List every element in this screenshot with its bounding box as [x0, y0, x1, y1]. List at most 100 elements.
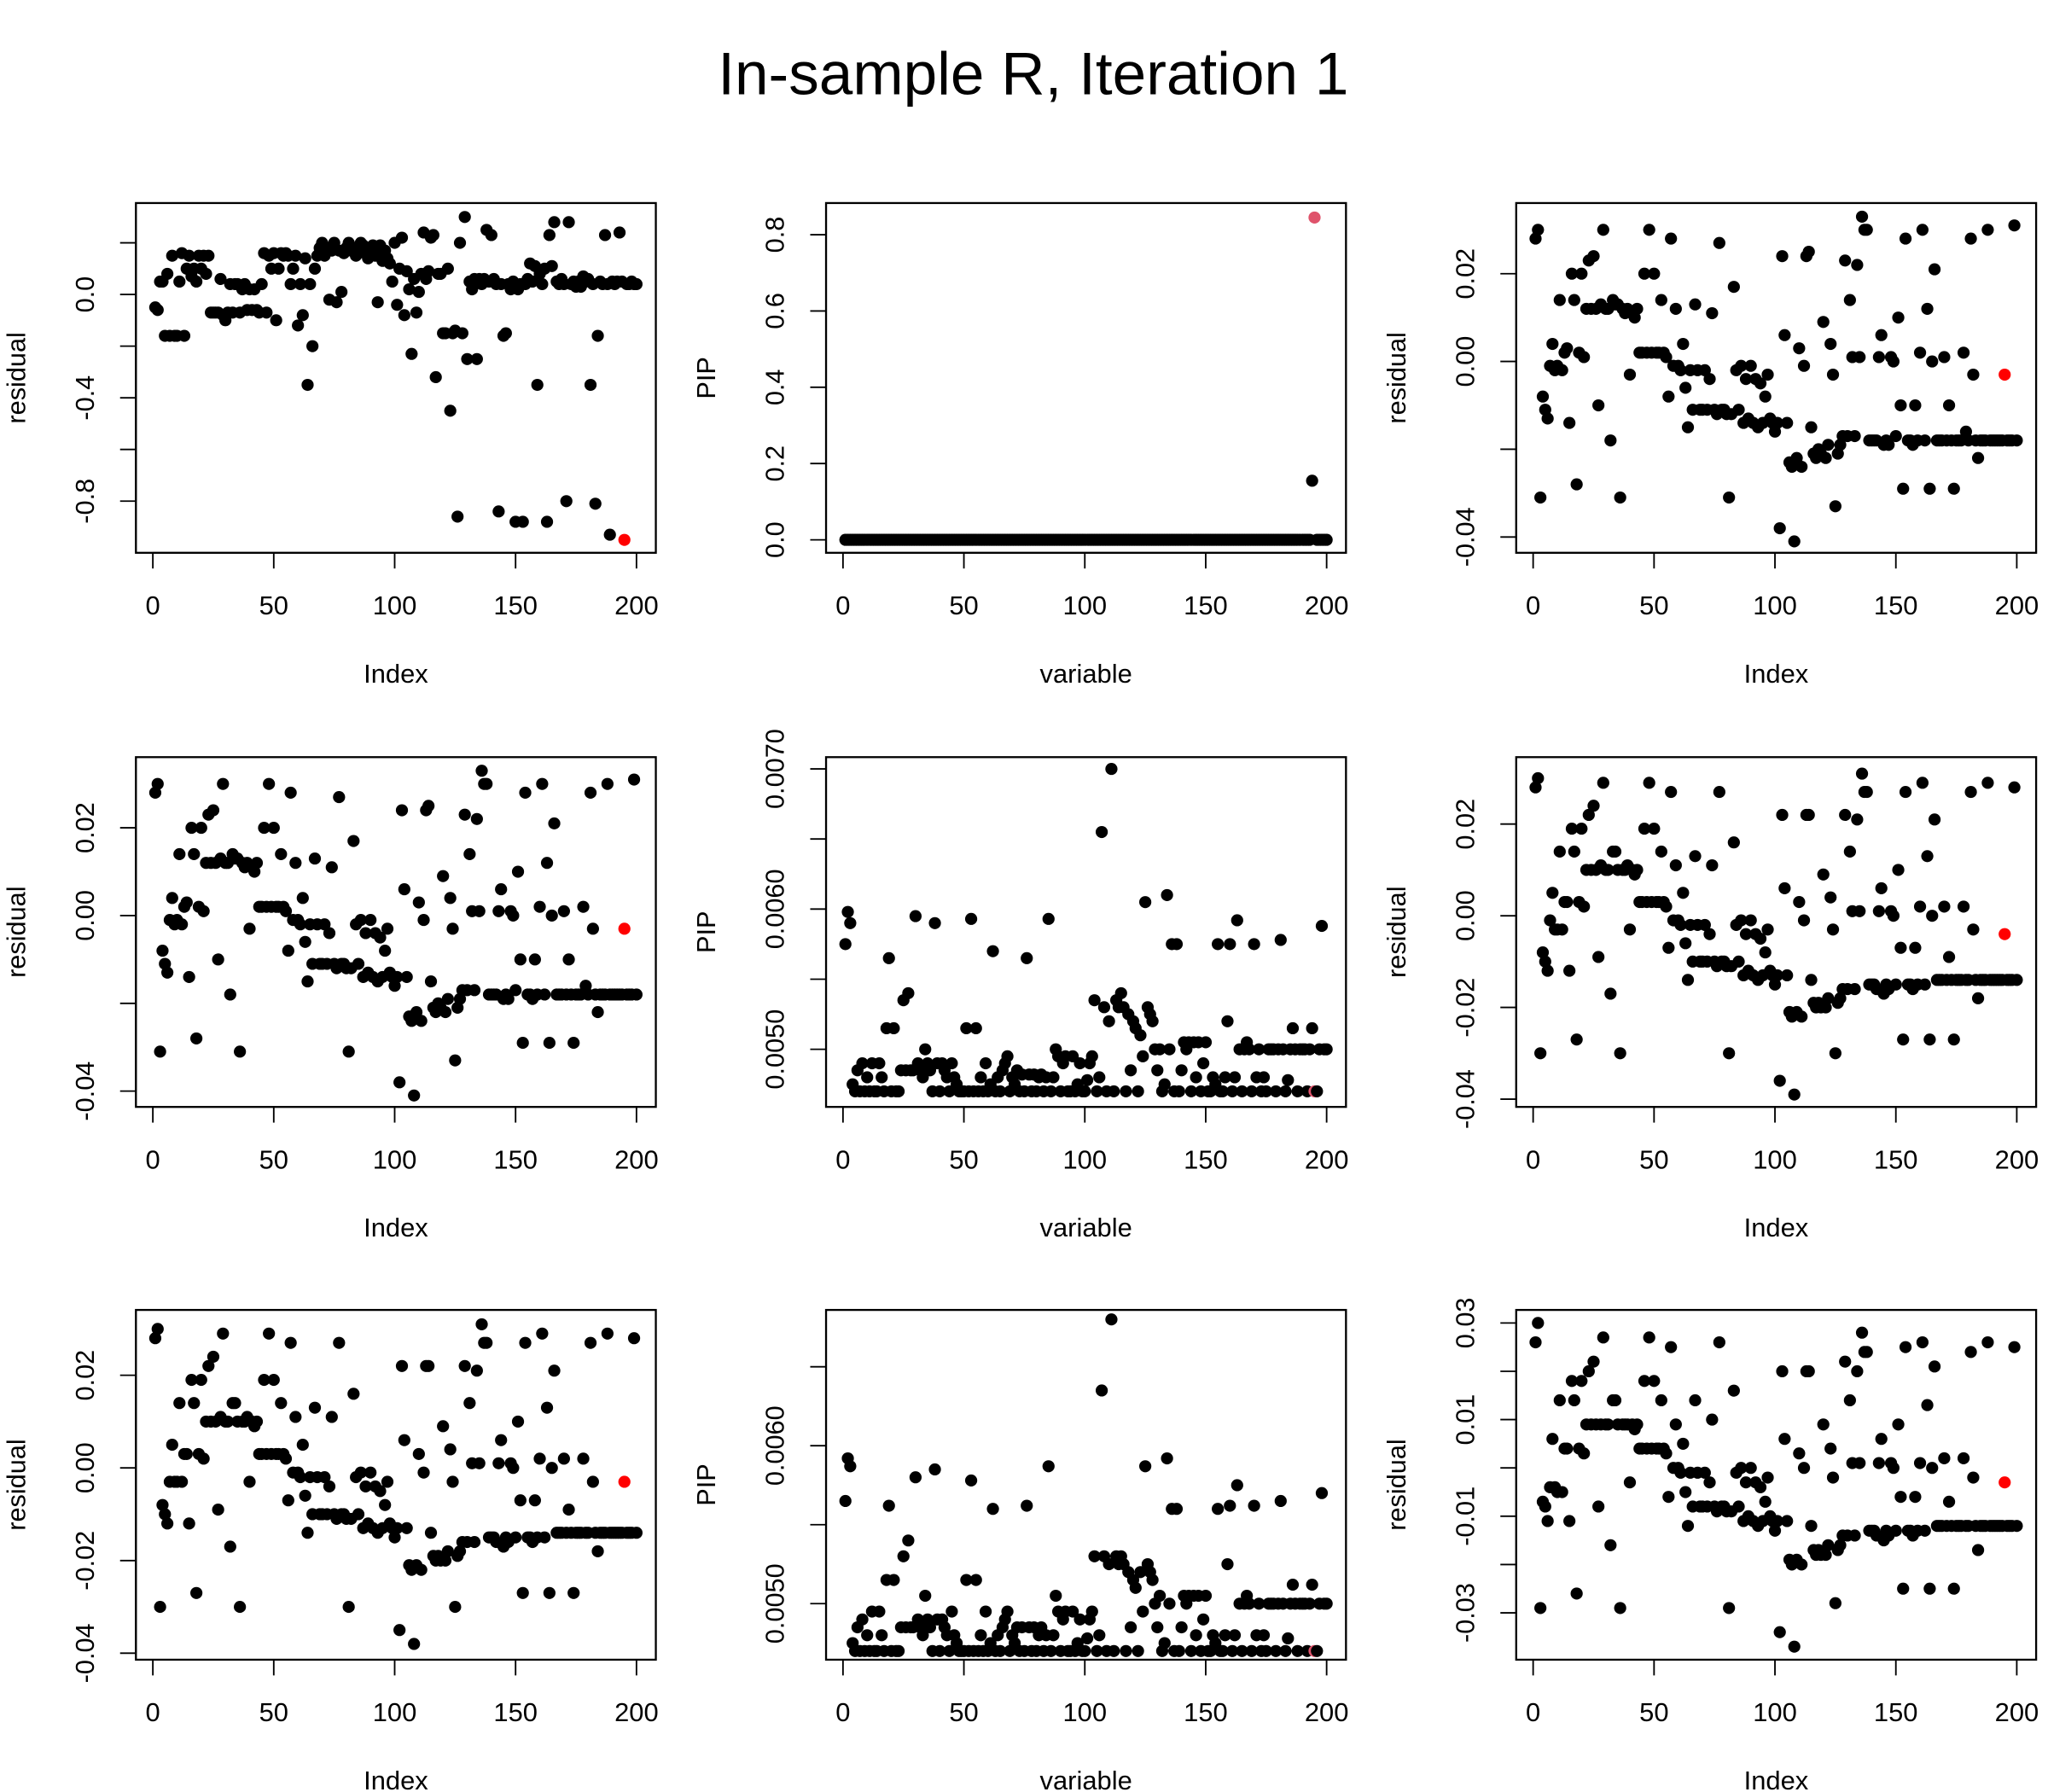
scatter-panel-3: 0 50 100 150 200 -0.04 0.00 0.02 Index residual	[1382, 201, 2039, 689]
data-point	[304, 277, 317, 291]
data-point	[902, 986, 915, 999]
y-tick-label: 0.02	[1450, 248, 1480, 300]
data-point	[1103, 1015, 1115, 1027]
data-point	[470, 1364, 483, 1377]
data-point	[1184, 1644, 1198, 1657]
data-point	[1163, 1597, 1176, 1610]
x-tick-label: 50	[1639, 591, 1668, 620]
x-tick-label: 0	[146, 1697, 160, 1727]
data-point	[1913, 900, 1927, 913]
data-point	[1536, 390, 1550, 403]
data-point	[383, 257, 396, 270]
y-tick-label: -0.4	[70, 375, 100, 421]
data-point	[516, 515, 529, 528]
data-point	[190, 1586, 203, 1599]
data-point	[1759, 390, 1772, 403]
data-point	[1216, 1085, 1229, 1097]
data-point	[876, 1071, 888, 1084]
data-point	[1677, 337, 1690, 351]
x-tick-label: 50	[949, 1697, 978, 1727]
data-point	[405, 347, 418, 360]
data-point	[1146, 1015, 1159, 1027]
data-point	[473, 1457, 486, 1469]
data-point	[2010, 1520, 2023, 1533]
x-tick-label: 0	[835, 591, 850, 620]
data-point	[1216, 1644, 1229, 1657]
data-point	[1689, 298, 1702, 311]
data-point	[1887, 355, 1900, 368]
data-point	[1631, 864, 1644, 876]
data-point	[299, 252, 311, 265]
data-point	[323, 1480, 336, 1492]
data-point	[159, 1508, 172, 1521]
data-point	[195, 1374, 207, 1387]
data-point	[1184, 1085, 1198, 1097]
data-point	[461, 352, 474, 365]
data-point	[492, 905, 505, 917]
data-point	[412, 1447, 425, 1460]
x-tick-label: 100	[1062, 591, 1107, 620]
data-point	[577, 1452, 590, 1465]
data-point	[1887, 910, 1900, 922]
data-point	[1556, 1486, 1568, 1498]
data-point	[1643, 1331, 1655, 1344]
data-point	[458, 211, 471, 224]
data-point	[964, 912, 978, 925]
data-point	[856, 1613, 869, 1626]
data-point	[536, 1327, 549, 1340]
data-point	[296, 1439, 309, 1452]
data-point	[410, 306, 423, 319]
data-point	[148, 1332, 162, 1345]
data-point	[1315, 920, 1329, 933]
data-point	[1534, 1047, 1547, 1060]
data-point	[1095, 1384, 1108, 1397]
y-tick-label: 0.00	[1450, 336, 1480, 387]
highlighted-point	[1999, 928, 2011, 940]
data-point	[1172, 1085, 1185, 1097]
y-tick-label: 0.00	[70, 890, 100, 941]
data-point	[207, 1350, 220, 1363]
data-point	[1575, 823, 1588, 835]
data-point	[979, 1056, 992, 1070]
data-point	[1597, 777, 1609, 789]
data-point	[395, 231, 409, 244]
data-point	[243, 922, 256, 935]
data-point	[292, 319, 305, 332]
data-point	[526, 275, 539, 288]
data-point	[960, 1574, 973, 1586]
data-point	[1923, 1582, 1936, 1595]
data-point	[1315, 1487, 1329, 1499]
x-tick-label: 0	[835, 1697, 850, 1727]
data-point	[1306, 1021, 1318, 1035]
data-point	[289, 249, 302, 262]
y-tick-label: 0.0060	[759, 869, 789, 949]
data-point	[1967, 1471, 1980, 1484]
data-point	[1274, 1494, 1287, 1508]
data-point	[195, 822, 207, 835]
data-point	[1913, 1457, 1927, 1469]
data-point	[969, 1574, 982, 1586]
data-point	[1918, 978, 1931, 991]
data-point	[480, 1336, 493, 1349]
data-point	[1105, 763, 1118, 776]
data-point	[516, 1037, 529, 1050]
data-point	[1824, 337, 1837, 351]
data-point	[986, 1503, 999, 1516]
data-point	[1631, 1418, 1644, 1431]
highlighted-point	[1999, 1476, 2011, 1489]
data-point	[1137, 1605, 1149, 1618]
y-axis-label: residual	[1382, 886, 1411, 977]
data-point	[1080, 1073, 1094, 1086]
data-point	[1727, 281, 1740, 294]
data-point	[1855, 767, 1869, 780]
data-point	[1665, 786, 1678, 799]
data-point	[202, 1359, 215, 1372]
data-point	[545, 909, 558, 922]
data-point	[1274, 934, 1287, 946]
data-point	[1602, 1418, 1615, 1431]
data-point	[1761, 1471, 1774, 1484]
data-point	[415, 1563, 428, 1576]
data-point	[1546, 1433, 1559, 1446]
data-point	[1556, 364, 1568, 376]
data-point	[202, 249, 215, 262]
